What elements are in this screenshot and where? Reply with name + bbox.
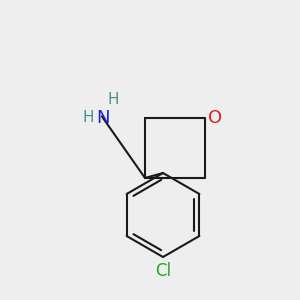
Text: H: H: [107, 92, 119, 107]
Text: Cl: Cl: [155, 262, 171, 280]
Text: O: O: [208, 109, 222, 127]
Text: H: H: [82, 110, 94, 125]
Text: N: N: [96, 109, 110, 127]
